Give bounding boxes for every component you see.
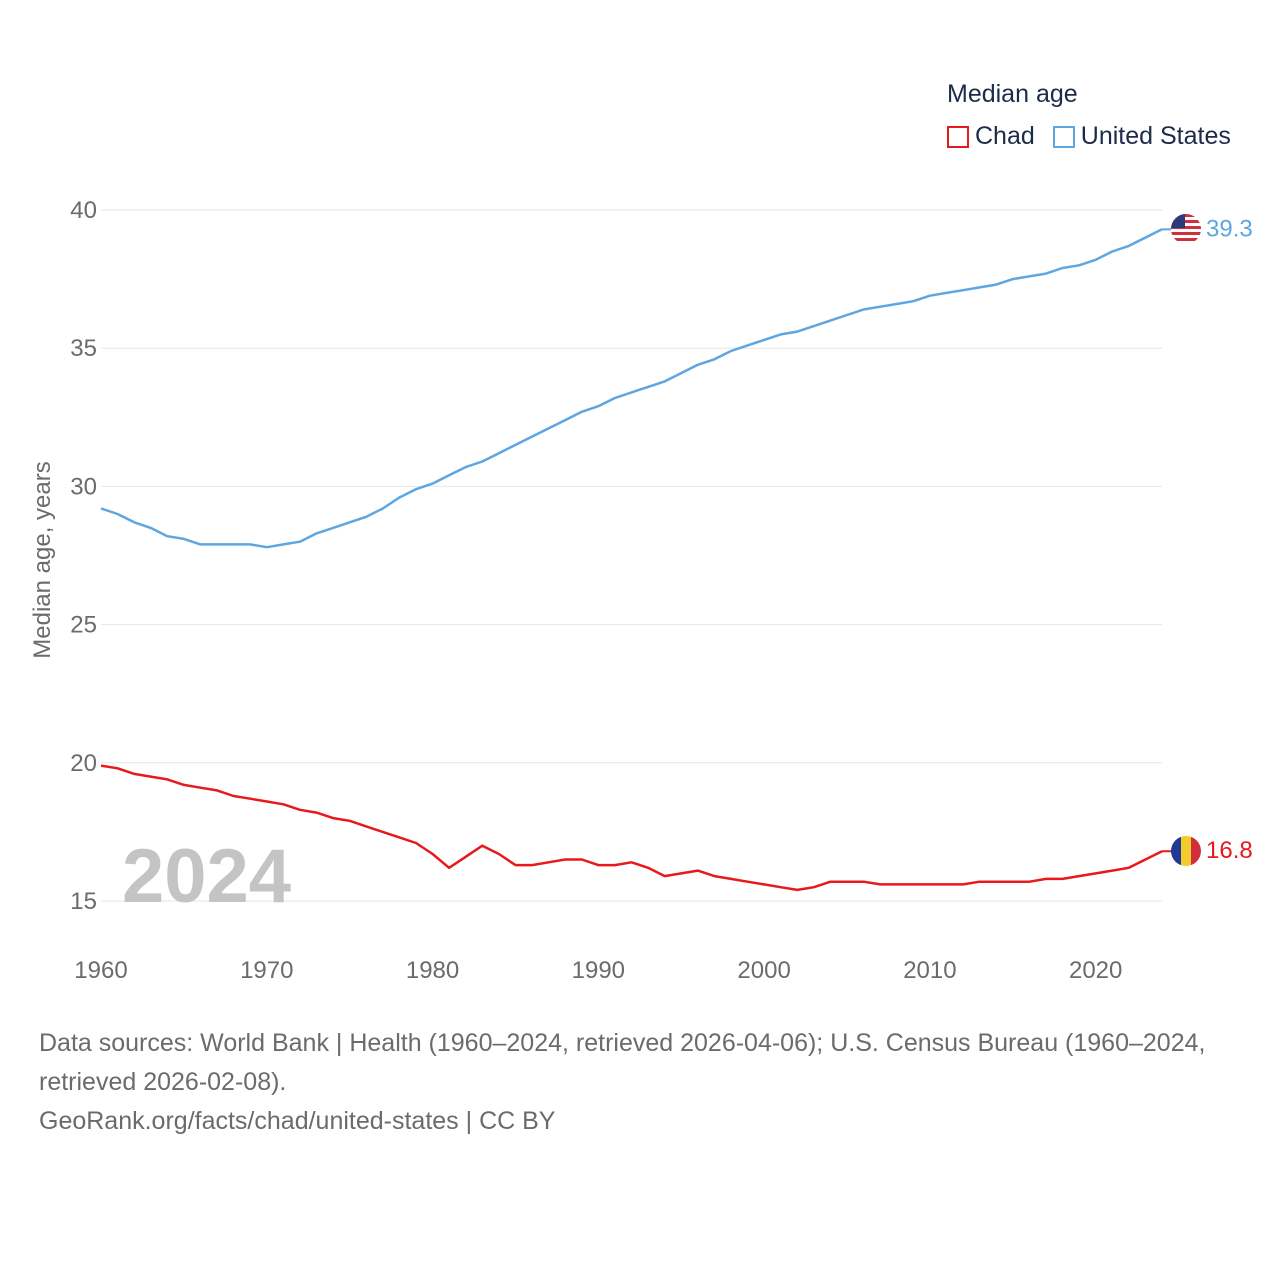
y-tick-label: 30 bbox=[70, 473, 97, 500]
y-axis-label: Median age, years bbox=[29, 461, 56, 658]
footer: Data sources: World Bank | Health (1960–… bbox=[39, 1024, 1249, 1141]
legend: Chad United States bbox=[947, 122, 1249, 151]
y-tick-label: 25 bbox=[70, 612, 97, 639]
end-flags bbox=[1171, 214, 1201, 866]
legend-label-united-states: United States bbox=[1080, 122, 1231, 150]
x-tick-label: 1970 bbox=[240, 957, 293, 984]
data-sources: Data sources: World Bank | Health (1960–… bbox=[39, 1029, 1206, 1096]
end-label-chad: 16.8 bbox=[1206, 837, 1253, 864]
us-flag-icon bbox=[1171, 214, 1201, 244]
legend-label-chad: Chad bbox=[975, 122, 1035, 150]
gridlines bbox=[101, 209, 1162, 902]
x-tick-label: 1990 bbox=[572, 957, 625, 984]
legend-swatch-united-states bbox=[1052, 125, 1075, 148]
y-tick-label: 15 bbox=[70, 888, 97, 915]
x-axis-ticks: 1960 1970 1980 1990 2000 2010 2020 bbox=[74, 957, 1122, 984]
x-tick-label: 2010 bbox=[903, 957, 956, 984]
series-lines: 16.8 39.3 bbox=[100, 215, 1253, 892]
legend-item-united-states[interactable]: United States bbox=[1052, 122, 1231, 151]
y-tick-label: 20 bbox=[70, 750, 97, 777]
legend-title: Median age bbox=[947, 80, 1078, 108]
y-tick-label: 40 bbox=[70, 197, 97, 224]
legend-swatch-chad bbox=[947, 125, 969, 148]
legend-item-chad[interactable]: Chad bbox=[947, 122, 1035, 151]
x-tick-label: 1980 bbox=[406, 957, 459, 984]
x-tick-label: 2020 bbox=[1069, 957, 1122, 984]
y-tick-label: 35 bbox=[70, 335, 97, 362]
end-label-united-states: 39.3 bbox=[1206, 215, 1253, 242]
series-line-united-states bbox=[100, 228, 1163, 549]
credit-link[interactable]: GeoRank.org/facts/chad/united-states | C… bbox=[39, 1107, 556, 1135]
y-axis-ticks: 15 20 25 30 35 40 bbox=[70, 197, 97, 915]
chad-flag-icon bbox=[1171, 836, 1201, 866]
x-tick-label: 1960 bbox=[74, 957, 127, 984]
year-watermark: 2024 bbox=[122, 834, 291, 919]
series-line-chad bbox=[100, 764, 1163, 892]
x-tick-label: 2000 bbox=[737, 957, 790, 984]
